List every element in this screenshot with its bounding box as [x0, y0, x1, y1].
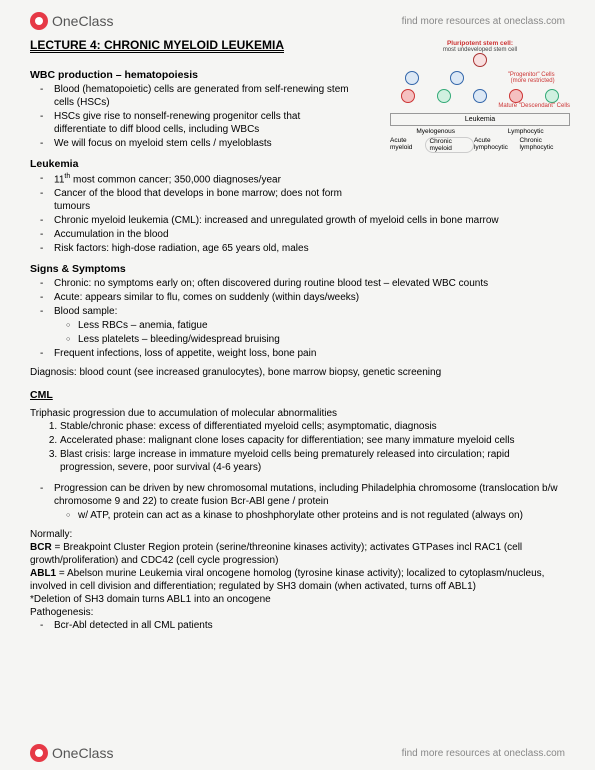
wbc-list: Blood (hematopoietic) cells are generate… — [30, 83, 350, 150]
list-item: Blast crisis: large increase in immature… — [60, 448, 565, 474]
chronic-myeloid-label: Chronic myeloid — [425, 137, 473, 153]
leukemia-leaves: Acute myeloid Chronic myeloid Acute lymp… — [390, 137, 570, 153]
list-item: Blood sample: — [54, 305, 565, 318]
list-item: Blood (hematopoietic) cells are generate… — [54, 83, 350, 109]
list-item: Chronic: no symptoms early on; often dis… — [54, 277, 565, 290]
abl-label: ABL1 — [30, 568, 56, 579]
list-item: Bcr-Abl detected in all CML patients — [54, 619, 565, 632]
rank-text: most common cancer; 350,000 diagnoses/ye… — [70, 174, 281, 185]
leukemia-box: Leukemia — [390, 113, 570, 126]
abl-line: ABL1 = Abelson murine Leukemia viral onc… — [30, 567, 565, 593]
brand-text: OneClass — [52, 13, 113, 29]
list-item: Less platelets – bleeding/widespread bru… — [78, 333, 565, 346]
lymphocytic-label: Lymphocytic — [508, 128, 544, 135]
normally-title: Normally: — [30, 528, 565, 541]
brand-logo: OneClass — [30, 12, 113, 30]
list-item: Progression can be driven by new chromos… — [54, 482, 565, 508]
list-item: Stable/chronic phase: excess of differen… — [60, 420, 565, 433]
bcr-label: BCR — [30, 542, 52, 553]
triphasic-title: Triphasic progression due to accumulatio… — [30, 407, 565, 420]
signs-list: Chronic: no symptoms early on; often dis… — [30, 277, 565, 360]
stem-cell-icon — [473, 53, 487, 67]
list-item: Cancer of the blood that develops in bon… — [54, 187, 374, 213]
progenitor-cell-icon — [405, 71, 419, 85]
header-link[interactable]: find more resources at oneclass.com — [402, 16, 565, 27]
acute-myeloid-label: Acute myeloid — [390, 137, 425, 153]
pathogenesis-list: Bcr-Abl detected in all CML patients — [30, 619, 565, 632]
page-footer: OneClass find more resources at oneclass… — [30, 744, 565, 762]
pathogenesis-title: Pathogenesis: — [30, 606, 565, 619]
footer-link[interactable]: find more resources at oneclass.com — [402, 748, 565, 759]
section-leukemia-title: Leukemia — [30, 158, 565, 170]
bcr-text: = Breakpoint Cluster Region protein (ser… — [30, 542, 522, 566]
bcr-line: BCR = Breakpoint Cluster Region protein … — [30, 541, 565, 567]
list-item: Chronic myeloid leukemia (CML): increase… — [54, 214, 565, 227]
deletion-line: *Deletion of SH3 domain turns ABL1 into … — [30, 593, 565, 606]
section-signs-title: Signs & Symptoms — [30, 263, 565, 275]
mature-label: Mature "Descendant" Cells — [390, 103, 570, 109]
mature-cell-icon — [401, 89, 415, 103]
list-item: Frequent infections, loss of appetite, w… — [54, 347, 565, 360]
list-item: Accelerated phase: malignant clone loses… — [60, 434, 565, 447]
acute-lymphocytic-label: Acute lymphocytic — [474, 137, 520, 153]
triphasic-list: Stable/chronic phase: excess of differen… — [30, 420, 565, 474]
leukemia-tree: Myelogenous Lymphocytic — [390, 128, 570, 135]
footer-logo: OneClass — [30, 744, 113, 762]
rank-num: 11 — [54, 174, 64, 185]
list-item: HSCs give rise to nonself-renewing proge… — [54, 110, 350, 136]
list-item: 11th most common cancer; 350,000 diagnos… — [54, 172, 374, 186]
list-item: Acute: appears similar to flu, comes on … — [54, 291, 565, 304]
mature-cell-icon — [437, 89, 451, 103]
list-item: Accumulation in the blood — [54, 228, 565, 241]
progenitor-label: "Progenitor" Cells (more restricted) — [495, 72, 555, 84]
hematopoiesis-diagram: Pluripotent stem cell: most undeveloped … — [390, 40, 570, 153]
diagnosis-line: Diagnosis: blood count (see increased gr… — [30, 366, 565, 379]
abl-text: = Abelson murine Leukemia viral oncogene… — [30, 568, 544, 592]
logo-icon — [30, 12, 48, 30]
page-header: OneClass find more resources at oneclass… — [30, 12, 565, 30]
progenitor-cell-icon — [450, 71, 464, 85]
progression-sublist: w/ ATP, protein can act as a kinase to p… — [54, 509, 565, 522]
list-item: w/ ATP, protein can act as a kinase to p… — [78, 509, 565, 522]
footer-brand-text: OneClass — [52, 745, 113, 761]
mature-cell-icon — [473, 89, 487, 103]
progression-list: Progression can be driven by new chromos… — [30, 482, 565, 522]
logo-icon — [30, 744, 48, 762]
cml-heading: CML — [30, 389, 565, 401]
blood-sublist: Less RBCs – anemia, fatigue Less platele… — [54, 319, 565, 346]
diagram-top-label: Pluripotent stem cell: — [390, 40, 570, 47]
leukemia-list: 11th most common cancer; 350,000 diagnos… — [30, 172, 565, 255]
myelogenous-label: Myelogenous — [416, 128, 455, 135]
list-item: We will focus on myeloid stem cells / my… — [54, 137, 350, 150]
list-item: Less RBCs – anemia, fatigue — [78, 319, 565, 332]
chronic-lymphocytic-label: Chronic lymphocytic — [519, 137, 570, 153]
list-item: Risk factors: high-dose radiation, age 6… — [54, 242, 565, 255]
lecture-title: LECTURE 4: CHRONIC MYELOID LEUKEMIA — [30, 38, 284, 53]
mature-cell-icon — [545, 89, 559, 103]
mature-cell-icon — [509, 89, 523, 103]
